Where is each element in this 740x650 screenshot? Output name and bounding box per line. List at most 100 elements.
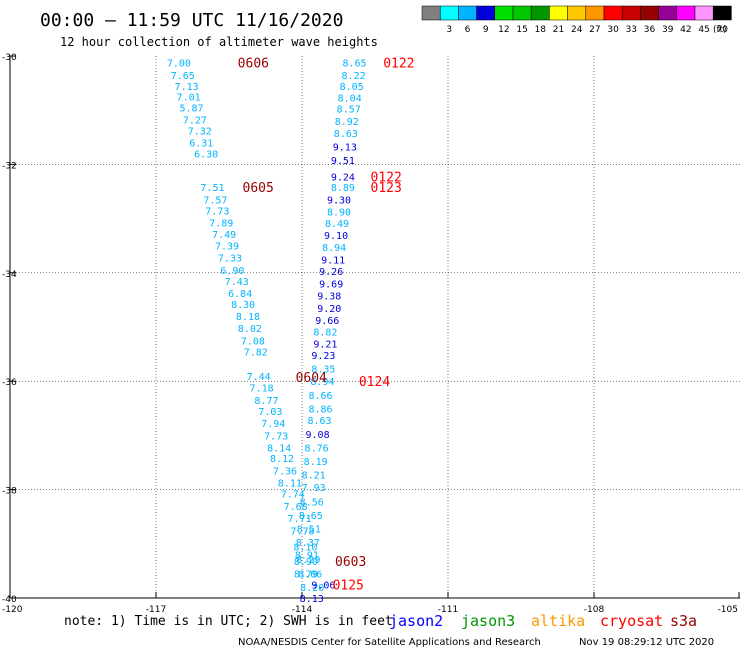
- y-tick-label: -34: [2, 270, 17, 280]
- legend-unit: (ft): [713, 25, 727, 35]
- legend-swatch: [421, 5, 441, 21]
- legend-swatch: [621, 5, 641, 21]
- legend-swatch: [585, 5, 605, 21]
- x-tick-label: -105: [718, 605, 738, 615]
- data-point-cryosat: 9.51: [331, 156, 355, 167]
- pass-label: 0125: [333, 578, 364, 593]
- chart-subtitle: 12 hour collection of altimeter wave hei…: [60, 35, 378, 49]
- data-point-s3a: 7.13: [175, 82, 199, 93]
- data-point-s3a: 8.29: [296, 555, 320, 566]
- data-point-s3a: 7.94: [261, 419, 285, 430]
- data-point-cryosat: 8.66: [308, 391, 332, 402]
- data-point-cryosat: 8.63: [334, 129, 358, 140]
- data-point-s3a: 8.18: [236, 312, 260, 323]
- legend-label: 39: [662, 25, 674, 35]
- data-point-cryosat: 8.90: [294, 557, 318, 568]
- data-point-cryosat: 8.90: [327, 208, 351, 219]
- legend-label: 24: [571, 25, 583, 35]
- data-point-s3a: 6.84: [228, 289, 252, 300]
- y-tick-label: -38: [2, 487, 17, 497]
- data-point-cryosat: 7.93: [302, 483, 326, 494]
- data-point-s3a: 8.20: [300, 583, 324, 594]
- data-point-s3a: 7.68: [284, 502, 308, 513]
- legend-swatch: [512, 5, 532, 21]
- footer-timestamp: Nov 19 08:29:12 UTC 2020: [579, 637, 714, 648]
- data-point-s3a: 7.73: [205, 206, 229, 217]
- data-point-s3a: 7.78: [290, 526, 314, 537]
- legend-swatch: [549, 5, 568, 21]
- legend-swatch: [458, 5, 477, 21]
- pass-label: 0122: [383, 57, 414, 72]
- pass-label: 0605: [243, 181, 274, 196]
- data-point-s3a: 7.89: [209, 218, 233, 229]
- data-point-s3a: 7.65: [171, 71, 195, 82]
- data-point-s3a: 7.49: [212, 230, 236, 241]
- data-point-cryosat: 9.38: [317, 292, 341, 303]
- chart-title: 00:00 – 11:59 UTC 11/16/2020: [40, 10, 343, 31]
- data-point-s3a: 7.08: [241, 337, 265, 348]
- pass-label: 0606: [238, 57, 269, 72]
- data-point-cryosat: 8.05: [340, 82, 364, 93]
- data-point-s3a: 7.27: [183, 115, 207, 126]
- data-point-cryosat: 9.26: [319, 267, 343, 278]
- data-point-s3a: 7.18: [250, 384, 274, 395]
- data-point-cryosat: 8.22: [342, 71, 366, 82]
- pass-label: 0122: [371, 170, 402, 185]
- data-point-cryosat: 8.65: [343, 59, 367, 70]
- data-point-cryosat: 8.79: [294, 570, 318, 581]
- data-point-s3a: 7.43: [225, 277, 249, 288]
- data-point-cryosat: 9.10: [324, 231, 348, 242]
- data-point-cryosat: 9.24: [331, 172, 355, 183]
- satellite-legend-altika: altika: [531, 612, 585, 630]
- legend-label: 6: [465, 25, 471, 35]
- legend-swatch: [476, 5, 496, 21]
- satellite-legend-s3a: s3a: [670, 612, 697, 630]
- color-legend: 3 6 9 12 15 18 21 24 27 30 33 36 39 42 45 70: [421, 5, 732, 35]
- data-point-cryosat: 8.13: [300, 594, 324, 605]
- data-point-s3a: 7.33: [218, 254, 242, 265]
- legend-swatch: [712, 5, 732, 21]
- data-point-s3a: 8.02: [238, 324, 262, 335]
- data-point-cryosat: 8.94: [322, 243, 346, 254]
- legend-label: 42: [680, 25, 691, 35]
- plot-frame: [9, 55, 740, 599]
- data-point-s3a: 5.87: [179, 103, 203, 114]
- data-point-s3a: 7.01: [177, 93, 201, 104]
- data-point-s3a: 7.32: [188, 126, 212, 137]
- legend-label: 36: [644, 25, 656, 35]
- data-point-cryosat: 8.63: [307, 416, 331, 427]
- legend-label: 3: [446, 25, 452, 35]
- data-point-cryosat: 8.37: [296, 538, 320, 549]
- note-text: note: 1) Time is in UTC; 2) SWH is in fe…: [64, 614, 393, 629]
- legend-swatch: [439, 5, 459, 21]
- data-point-cryosat: 8.89: [331, 183, 355, 194]
- y-tick-label: -40: [2, 595, 17, 605]
- data-point-cryosat: 9.08: [306, 430, 330, 441]
- data-point-s3a: 7.36: [273, 467, 297, 478]
- data-point-cryosat: 9.21: [313, 339, 337, 350]
- legend-label: 70: [717, 25, 729, 35]
- data-point-s3a: 8.77: [254, 396, 278, 407]
- data-point-s3a: 8.11: [278, 479, 302, 490]
- data-point-cryosat: 8.21: [302, 470, 326, 481]
- data-point-cryosat: 8.65: [299, 511, 323, 522]
- data-point-s3a: 7.03: [258, 407, 282, 418]
- legend-label: 33: [626, 25, 637, 35]
- data-point-cryosat: 8.82: [313, 327, 337, 338]
- y-tick-label: -30: [2, 53, 17, 63]
- legend-label: 9: [483, 25, 489, 35]
- data-point-s3a: 6.30: [194, 150, 218, 161]
- legend-swatch: [640, 5, 659, 21]
- data-point-s3a: 7.74: [281, 489, 305, 500]
- data-point-s3a: 8.12: [270, 454, 294, 465]
- data-point-s3a: 7.44: [247, 372, 271, 383]
- legend-swatch: [530, 5, 550, 21]
- x-tick-label: -108: [584, 605, 605, 615]
- pass-label: 0603: [335, 555, 366, 570]
- data-point-s3a: 8.14: [267, 443, 291, 454]
- satellite-legend: jason2 jason3 altika cryosat s3a: [389, 612, 697, 630]
- data-point-s3a: 7.71: [288, 514, 312, 525]
- data-point-cryosat: 9.20: [317, 304, 341, 315]
